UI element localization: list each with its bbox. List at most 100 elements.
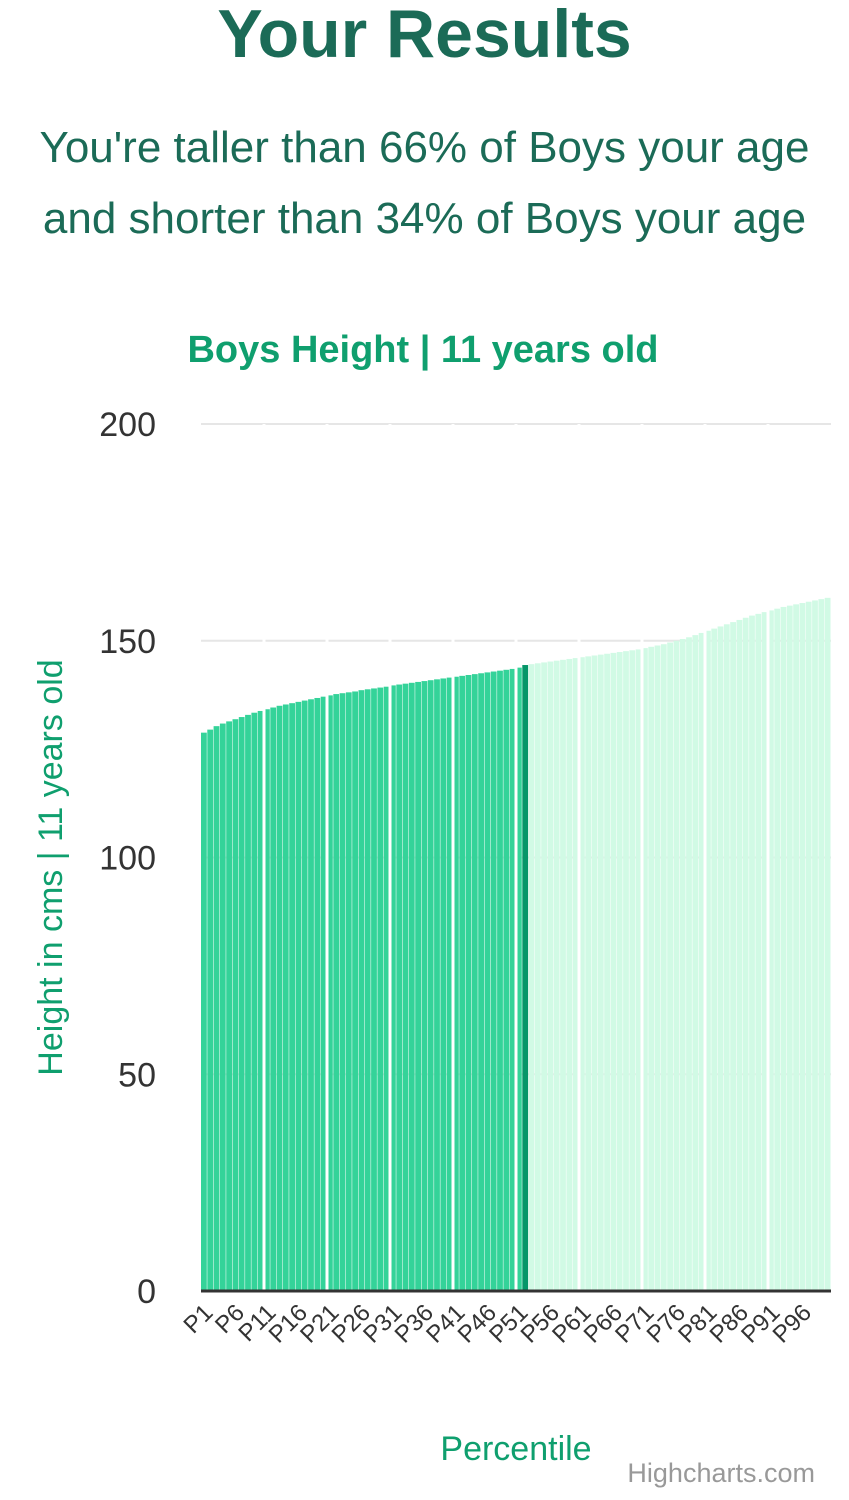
bar-p74[interactable] (660, 644, 667, 1291)
bar-p96[interactable] (799, 603, 806, 1291)
bar-p82[interactable] (711, 628, 718, 1291)
bar-p26[interactable] (358, 690, 365, 1291)
bar-p97[interactable] (805, 601, 812, 1291)
bar-p78[interactable] (686, 637, 692, 1291)
bar-p77[interactable] (679, 639, 686, 1291)
bar-p94[interactable] (786, 605, 793, 1291)
bar-p24[interactable] (345, 692, 352, 1291)
bar-p84[interactable] (723, 624, 730, 1291)
bar-p51[interactable] (516, 667, 522, 1291)
bar-p48[interactable] (497, 670, 503, 1291)
bar-p9[interactable] (251, 712, 258, 1291)
bar-p20[interactable] (320, 696, 327, 1291)
bar-p87[interactable] (742, 617, 749, 1291)
bar-p15[interactable] (289, 703, 295, 1291)
bar-p56[interactable] (547, 661, 554, 1291)
highcharts-credits-link[interactable]: Highcharts.com (627, 1458, 815, 1488)
bar-p1[interactable] (201, 732, 207, 1291)
bar-p67[interactable] (616, 652, 623, 1291)
bar-p54[interactable] (534, 663, 541, 1291)
bar-p100[interactable] (824, 597, 831, 1291)
bar-p4[interactable] (219, 723, 226, 1291)
bar-p72[interactable] (648, 646, 655, 1291)
bar-p43[interactable] (465, 674, 472, 1291)
bar-p75[interactable] (667, 642, 673, 1291)
bar-p29[interactable] (377, 687, 384, 1291)
bar-p81[interactable] (705, 630, 711, 1291)
bar-p47[interactable] (490, 671, 497, 1291)
bar-p17[interactable] (301, 700, 308, 1291)
bar-p27[interactable] (364, 689, 371, 1291)
bar-p64[interactable] (597, 654, 604, 1291)
bar-p95[interactable] (793, 604, 799, 1291)
bar-p45[interactable] (478, 673, 484, 1291)
bar-p58[interactable] (560, 659, 566, 1291)
bar-p60[interactable] (572, 658, 579, 1291)
bar-p62[interactable] (585, 656, 592, 1291)
bar-p59[interactable] (566, 658, 573, 1291)
bar-p21[interactable] (327, 695, 333, 1291)
bar-p38[interactable] (434, 679, 440, 1291)
bars[interactable] (201, 424, 831, 1291)
bar-p98[interactable] (812, 600, 818, 1291)
bar-p89[interactable] (755, 613, 762, 1291)
bar-p39[interactable] (440, 678, 447, 1291)
bar-p86[interactable] (736, 619, 743, 1291)
bar-p2[interactable] (207, 729, 214, 1291)
bar-p30[interactable] (383, 686, 390, 1291)
bar-p57[interactable] (553, 660, 560, 1291)
bar-p8[interactable] (245, 714, 251, 1291)
bar-p93[interactable] (780, 606, 787, 1291)
bar-p33[interactable] (402, 683, 409, 1291)
bar-p5[interactable] (226, 721, 232, 1291)
bar-p10[interactable] (257, 710, 264, 1291)
bar-p7[interactable] (238, 717, 245, 1291)
bar-p22[interactable] (333, 694, 340, 1291)
bar-p71[interactable] (642, 648, 648, 1291)
bar-p37[interactable] (427, 680, 434, 1291)
bar-p69[interactable] (629, 650, 636, 1291)
bar-p18[interactable] (308, 699, 314, 1291)
bar-p6[interactable] (232, 719, 239, 1291)
bar-p16[interactable] (295, 701, 302, 1291)
bar-p36[interactable] (421, 681, 428, 1291)
bar-p66[interactable] (610, 652, 617, 1291)
bar-p42[interactable] (459, 675, 466, 1291)
bar-p76[interactable] (673, 640, 680, 1291)
bar-p80[interactable] (698, 632, 705, 1291)
bar-p90[interactable] (761, 612, 768, 1291)
bar-p32[interactable] (396, 684, 403, 1291)
bar-p11[interactable] (264, 709, 270, 1291)
bar-p53[interactable] (528, 664, 535, 1291)
bar-p3[interactable] (213, 726, 220, 1291)
bar-p46[interactable] (484, 672, 491, 1291)
bar-p99[interactable] (818, 599, 825, 1291)
bar-p68[interactable] (623, 651, 629, 1291)
bar-p61[interactable] (579, 657, 585, 1291)
bar-p63[interactable] (591, 655, 598, 1291)
bar-p65[interactable] (604, 653, 610, 1291)
bar-p13[interactable] (276, 705, 283, 1291)
bar-p31[interactable] (390, 685, 396, 1291)
bar-p83[interactable] (717, 626, 724, 1291)
bar-p14[interactable] (282, 704, 289, 1291)
bar-p52[interactable] (522, 665, 529, 1291)
bar-p34[interactable] (408, 682, 415, 1291)
bar-p41[interactable] (453, 676, 459, 1291)
bar-p23[interactable] (339, 693, 346, 1291)
bar-p55[interactable] (541, 662, 547, 1291)
bar-p44[interactable] (471, 674, 478, 1291)
bar-p85[interactable] (730, 622, 736, 1291)
bar-p49[interactable] (503, 669, 510, 1291)
bar-p40[interactable] (446, 677, 453, 1291)
bar-p35[interactable] (415, 681, 421, 1291)
bar-p91[interactable] (768, 610, 774, 1291)
bar-p70[interactable] (635, 649, 642, 1291)
bar-p50[interactable] (509, 668, 516, 1291)
bar-p92[interactable] (774, 608, 781, 1291)
bar-p88[interactable] (749, 615, 755, 1291)
bar-p19[interactable] (314, 697, 321, 1291)
bar-p79[interactable] (692, 635, 699, 1291)
bar-p73[interactable] (654, 645, 661, 1291)
bar-p12[interactable] (270, 707, 277, 1291)
